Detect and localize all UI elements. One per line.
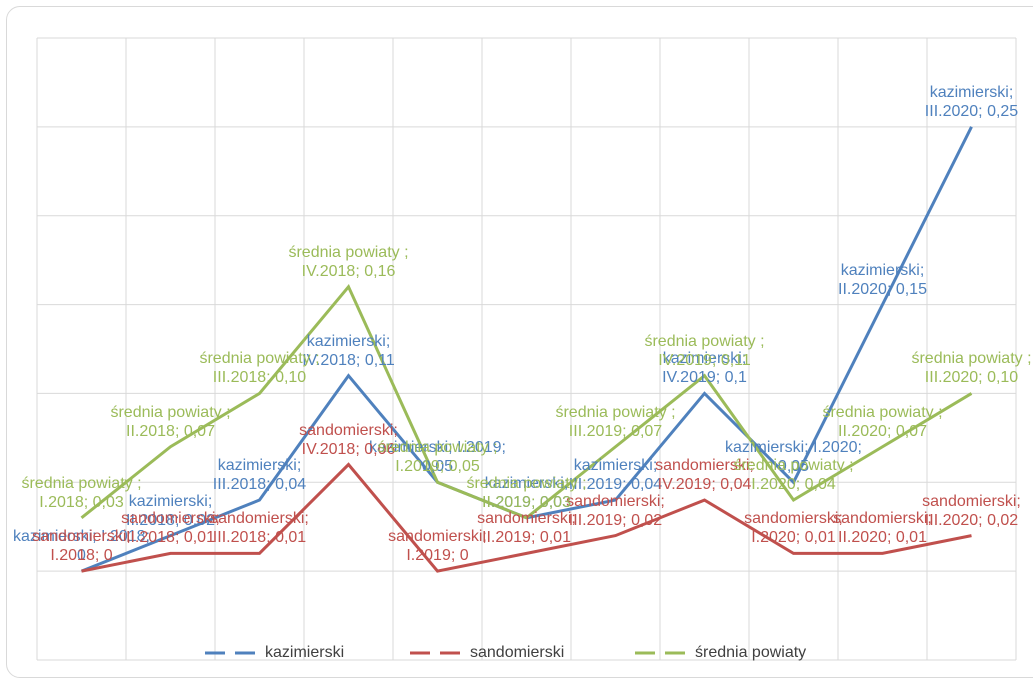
data-label: średnia powiaty ; I.2018; 0,03 [21,474,142,511]
data-label: kazimierski; II.2019; 0,03 [482,474,571,511]
data-label: kazimierski; III.2020; 0,25 [924,83,1019,120]
data-label: sandomierski; IV.2018; 0,06 [299,421,398,458]
data-label: sandomierski; IV.2019; 0,04 [655,457,754,494]
data-label: kazimierski; II.2018; 0,02 [126,492,215,529]
data-label: kazimierski; I.2018; 0 [13,528,150,565]
data-label: średnia powiaty ; III.2018; 0,10 [199,350,320,387]
chart-frame [6,6,1033,678]
data-label: sandomierski; I.2018; 0 [32,528,131,565]
series-line [80,284,973,520]
data-label: kazimierski; I.2019; 0,05 [369,439,506,476]
data-label: średnia powiaty ; II.2018; 0,07 [110,403,231,440]
data-label: sandomierski; III.2019; 0,02 [566,492,665,529]
data-label: sandomierski; II.2018; 0,01 [121,510,220,547]
data-label: kazimierski; I.2020; 0,05 [725,439,862,476]
data-label: kazimierski; IV.2019; 0,1 [662,350,747,387]
data-label: kazimierski; III.2018; 0,04 [212,457,307,494]
data-label: sandomierski; I.2019; 0 [388,528,487,565]
data-label: średnia powiaty ; IV.2018; 0,16 [288,243,409,280]
data-label: średnia powiaty ; II.2020; 0,07 [822,403,943,440]
data-label: sandomierski; II.2019; 0,01 [477,510,576,547]
data-label: kazimierski; III.2019; 0,04 [568,457,663,494]
data-label: średnia powiaty ; II.2019; 0,03 [466,474,587,511]
data-label: średnia powiaty ; I.2020; 0,04 [733,457,854,494]
data-label: średnia powiaty ; IV.2019; 0,11 [644,332,765,369]
series-line [81,462,972,573]
data-label: sandomierski; II.2020; 0,01 [833,510,932,547]
data-label: średnia powiaty ; I.2019; 0,05 [377,439,498,476]
legend-label: kazimierski [265,644,344,661]
data-label: kazimierski; IV.2018; 0,11 [302,332,395,369]
legend-label: średnia powiaty [695,644,806,661]
data-label: średnia powiaty ; III.2020; 0,10 [911,350,1032,387]
data-label: sandomierski; I.2020; 0,01 [744,510,843,547]
data-label: sandomierski; III.2020; 0,02 [922,492,1021,529]
data-label: sandomierski; III.2018; 0,01 [210,510,309,547]
data-label: kazimierski; II.2020; 0,15 [838,261,927,298]
data-label: średnia powiaty ; III.2019; 0,07 [555,403,676,440]
legend-label: sandomierski [470,644,564,661]
